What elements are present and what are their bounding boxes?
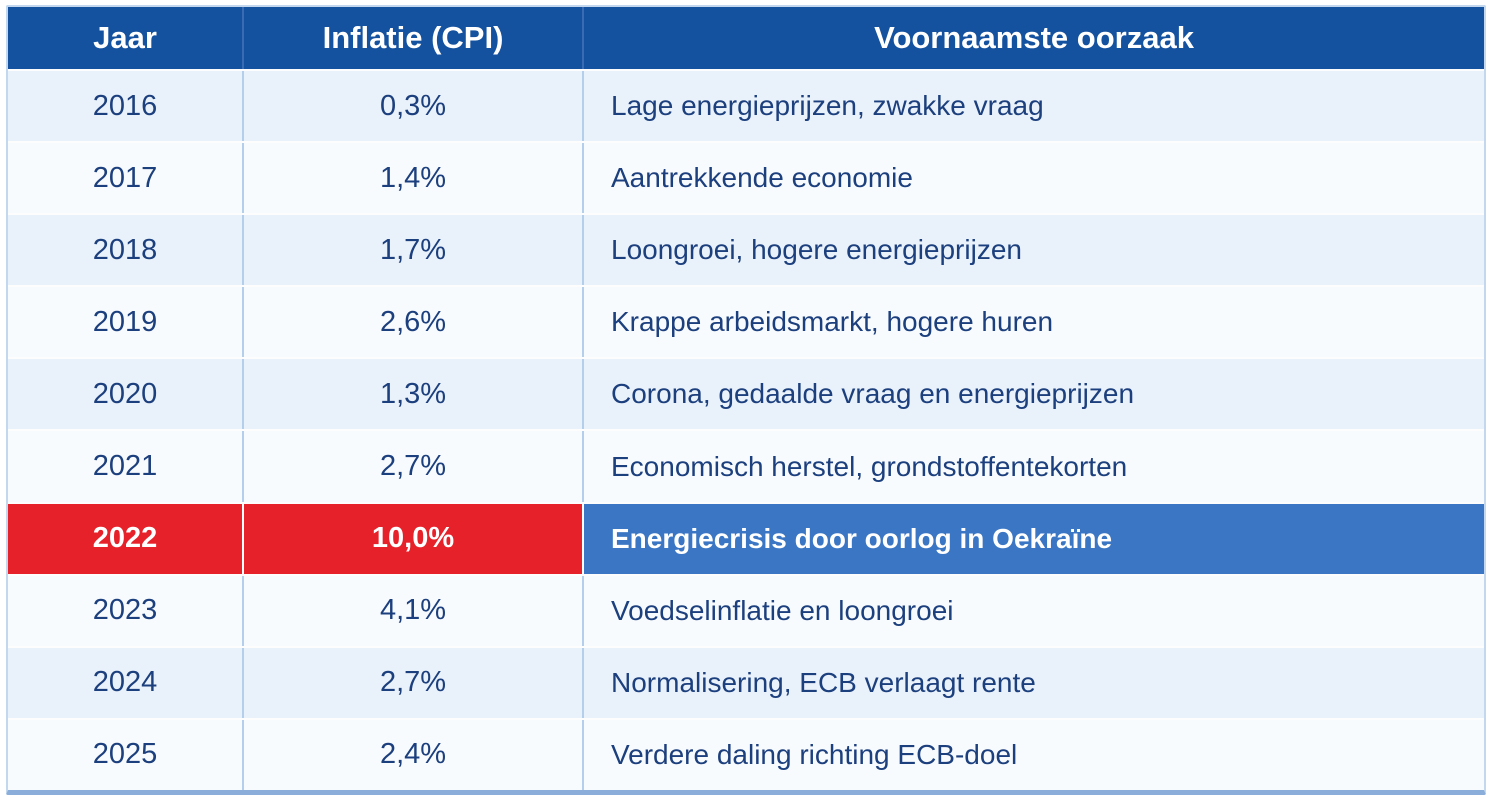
table-row-highlighted-2022: 2022 10,0% Energiecrisis door oorlog in …	[8, 501, 1484, 574]
table-row: 2020 1,3% Corona, gedaalde vraag en ener…	[8, 357, 1484, 430]
cause-cell: Loongroei, hogere energieprijzen	[584, 215, 1484, 286]
cpi-cell: 1,4%	[244, 143, 584, 214]
table-header-row: Jaar Inflatie (CPI) Voornaamste oorzaak	[8, 7, 1484, 69]
year-cell: 2023	[8, 575, 244, 646]
cpi-cell: 1,7%	[244, 215, 584, 286]
year-cell: 2017	[8, 143, 244, 214]
cause-cell: Voedselinflatie en loongroei	[584, 575, 1484, 646]
table-row: 2017 1,4% Aantrekkende economie	[8, 141, 1484, 214]
year-cell: 2016	[8, 71, 244, 142]
cpi-cell: 2,7%	[244, 647, 584, 718]
cpi-cell: 10,0%	[244, 503, 584, 574]
cause-cell: Verdere daling richting ECB-doel	[584, 719, 1484, 790]
year-cell: 2024	[8, 647, 244, 718]
table-row: 2019 2,6% Krappe arbeidsmarkt, hogere hu…	[8, 285, 1484, 358]
cause-cell: Aantrekkende economie	[584, 143, 1484, 214]
year-cell: 2019	[8, 287, 244, 358]
year-cell: 2022	[8, 503, 244, 574]
cause-cell: Lage energieprijzen, zwakke vraag	[584, 71, 1484, 142]
cpi-cell: 4,1%	[244, 575, 584, 646]
year-cell: 2025	[8, 719, 244, 790]
cpi-cell: 1,3%	[244, 359, 584, 430]
cpi-cell: 2,7%	[244, 431, 584, 502]
cause-cell: Energiecrisis door oorlog in Oekraïne	[584, 503, 1484, 574]
cpi-cell: 2,6%	[244, 287, 584, 358]
inflation-table: Jaar Inflatie (CPI) Voornaamste oorzaak …	[6, 5, 1486, 795]
table-row: 2021 2,7% Economisch herstel, grondstoff…	[8, 429, 1484, 502]
table-row: 2018 1,7% Loongroei, hogere energieprijz…	[8, 213, 1484, 286]
column-header-inflatie: Inflatie (CPI)	[244, 7, 584, 69]
cpi-cell: 2,4%	[244, 719, 584, 790]
cause-cell: Krappe arbeidsmarkt, hogere huren	[584, 287, 1484, 358]
cause-cell: Corona, gedaalde vraag en energieprijzen	[584, 359, 1484, 430]
table-row: 2016 0,3% Lage energieprijzen, zwakke vr…	[8, 69, 1484, 142]
cause-cell: Economisch herstel, grondstoffentekorten	[584, 431, 1484, 502]
table-row: 2025 2,4% Verdere daling richting ECB-do…	[8, 717, 1484, 790]
table-row: 2024 2,7% Normalisering, ECB verlaagt re…	[8, 645, 1484, 718]
cpi-cell: 0,3%	[244, 71, 584, 142]
year-cell: 2021	[8, 431, 244, 502]
table-row: 2023 4,1% Voedselinflatie en loongroei	[8, 573, 1484, 646]
column-header-jaar: Jaar	[8, 7, 244, 69]
column-header-oorzaak: Voornaamste oorzaak	[874, 20, 1194, 55]
year-cell: 2020	[8, 359, 244, 430]
cause-cell: Normalisering, ECB verlaagt rente	[584, 647, 1484, 718]
year-cell: 2018	[8, 215, 244, 286]
